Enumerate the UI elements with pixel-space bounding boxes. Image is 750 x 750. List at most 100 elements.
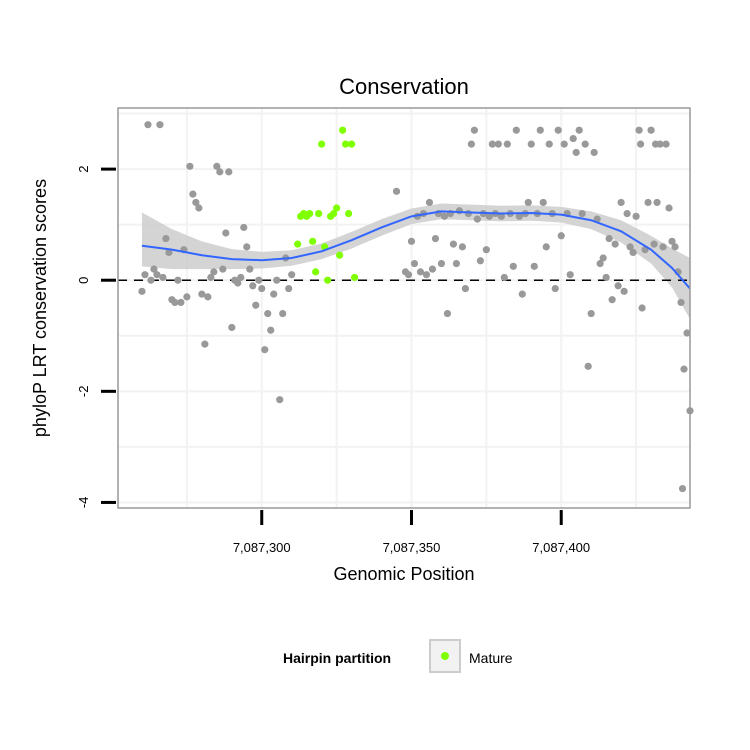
x-axis-ticks: 7,087,300 7,087,350 7,087,400 (233, 510, 590, 555)
point-other (599, 254, 607, 262)
point-other (488, 140, 496, 148)
point-other (602, 273, 610, 282)
point-other (470, 126, 478, 134)
point-other (527, 140, 535, 148)
point-mature (309, 237, 317, 245)
legend-key-box (429, 639, 461, 673)
point-other (497, 212, 505, 220)
point-other (174, 276, 182, 284)
point-other (237, 273, 245, 282)
point-other (461, 284, 469, 293)
point-other (183, 293, 191, 301)
confidence-band (141, 203, 690, 320)
legend-key-mature (441, 652, 449, 660)
point-mature (347, 140, 356, 148)
point-other (608, 296, 616, 304)
point-other (216, 168, 224, 176)
point-other (569, 134, 577, 143)
point-other (437, 259, 446, 268)
point-other (228, 323, 236, 332)
point-other (605, 234, 613, 243)
point-other (407, 237, 416, 245)
point-other (476, 257, 484, 265)
point-other (518, 290, 526, 298)
point-other (288, 271, 296, 279)
point-other (545, 140, 553, 148)
point-other (566, 271, 574, 279)
point-other (509, 262, 517, 270)
point-other (410, 259, 419, 268)
point-other (150, 265, 158, 273)
point-mature (350, 273, 359, 282)
y-tick-label: -4 (76, 497, 91, 509)
point-other (644, 198, 652, 207)
point-other (473, 215, 481, 223)
point-other (536, 126, 544, 134)
point-other (240, 223, 248, 232)
point-mature (312, 268, 320, 276)
confidence-band-layer (141, 203, 690, 320)
point-other (249, 282, 257, 290)
point-other (494, 140, 502, 148)
point-mature (318, 140, 326, 148)
point-other (177, 298, 185, 307)
point-other (222, 229, 230, 237)
point-mature (324, 276, 332, 284)
point-other (213, 162, 221, 170)
legend-label-mature: Mature (469, 650, 513, 666)
point-other (464, 209, 472, 218)
point-other (192, 198, 200, 207)
point-other (485, 212, 493, 220)
point-other (189, 190, 197, 198)
point-other (452, 259, 461, 268)
point-other (482, 246, 490, 254)
point-other (455, 207, 464, 215)
point-mature (294, 240, 302, 248)
x-tick-label: 7,087,350 (383, 540, 441, 555)
point-other (219, 265, 227, 273)
point-other (524, 198, 532, 207)
point-other (431, 234, 440, 243)
y-axis-ticks: -4 -2 0 2 (76, 165, 116, 508)
point-other (632, 212, 640, 220)
point-other (225, 168, 233, 176)
point-other (162, 234, 170, 243)
point-other (539, 198, 547, 207)
point-other (620, 287, 628, 295)
point-other (584, 362, 592, 370)
y-tick-label: 2 (76, 165, 91, 172)
point-other (270, 290, 278, 298)
point-other (449, 240, 458, 248)
point-other (629, 248, 637, 257)
plot-panel-border (117, 107, 691, 509)
legend: Hairpin partition Mature (283, 639, 513, 673)
point-other (617, 198, 625, 207)
point-other (683, 329, 691, 337)
point-other (578, 209, 586, 218)
point-other (560, 140, 568, 148)
legend-title: Hairpin partition (283, 650, 391, 666)
point-other (651, 140, 660, 148)
point-other (458, 243, 466, 251)
x-tick-label: 7,087,300 (233, 540, 291, 555)
point-other (638, 304, 646, 312)
point-other (515, 212, 523, 220)
x-axis-label: Genomic Position (333, 564, 474, 584)
point-other (273, 276, 281, 284)
point-other (636, 140, 645, 148)
point-other (572, 148, 580, 157)
point-mature (339, 126, 347, 134)
point-other (252, 301, 260, 309)
y-tick-label: 0 (76, 277, 91, 284)
point-other (611, 240, 619, 248)
point-other (551, 284, 559, 293)
point-other (647, 126, 655, 134)
point-other (635, 126, 643, 134)
point-other (165, 248, 173, 257)
point-other (198, 290, 206, 298)
point-other (267, 326, 275, 334)
point-other (243, 243, 251, 251)
point-other (512, 126, 520, 134)
point-other (659, 243, 667, 251)
point-other (668, 237, 676, 245)
